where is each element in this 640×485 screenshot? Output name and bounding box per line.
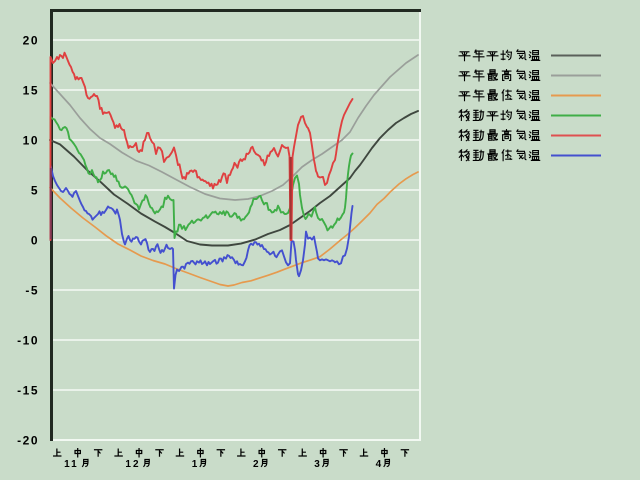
- svg-text:-15: -15: [17, 384, 39, 398]
- svg-text:4: 4: [376, 459, 384, 470]
- svg-text:11: 11: [64, 459, 79, 470]
- svg-text:-20: -20: [17, 434, 39, 448]
- svg-text:20: 20: [23, 34, 39, 48]
- svg-text:12: 12: [125, 459, 140, 470]
- svg-text:2: 2: [253, 459, 261, 470]
- svg-text:10: 10: [23, 134, 39, 148]
- svg-text:15: 15: [23, 84, 39, 98]
- svg-text:1: 1: [192, 459, 200, 470]
- svg-text:3: 3: [314, 459, 322, 470]
- svg-text:-5: -5: [25, 284, 39, 298]
- svg-text:5: 5: [31, 184, 39, 198]
- svg-text:0: 0: [31, 234, 39, 248]
- svg-text:-10: -10: [17, 334, 39, 348]
